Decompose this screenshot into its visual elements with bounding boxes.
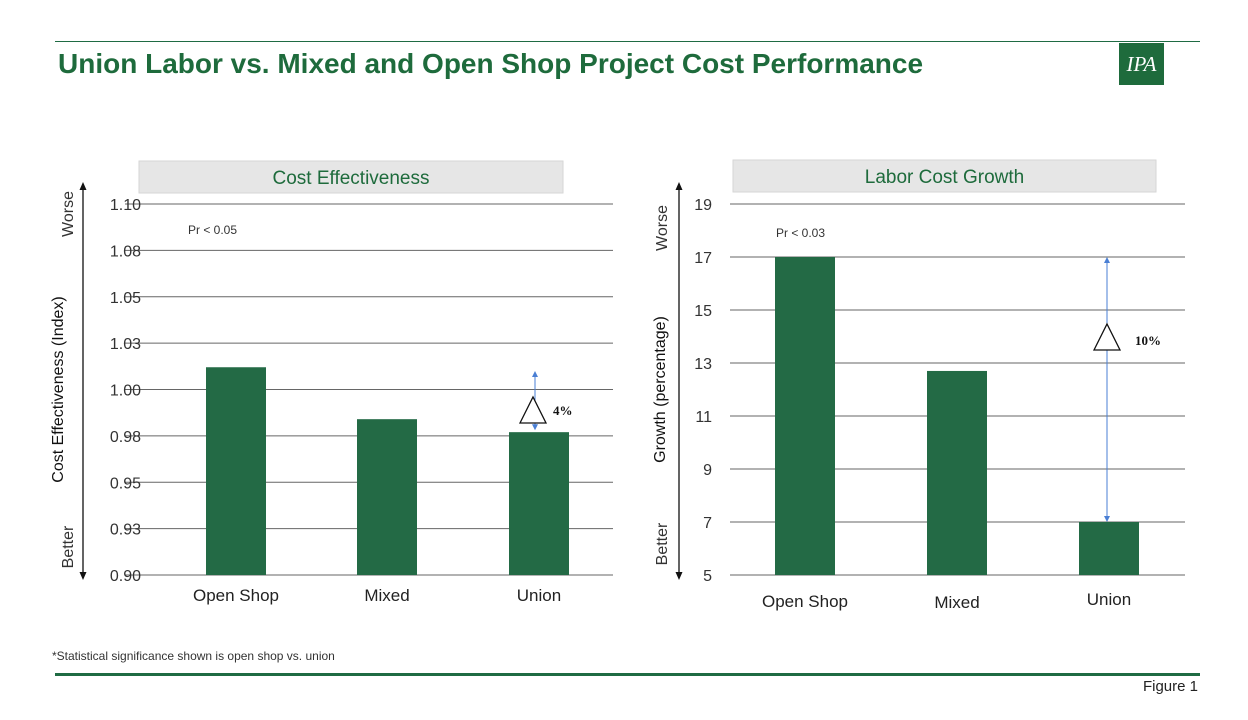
chart1-better-label: Better — [60, 525, 77, 568]
chart1-axis-arrow-down — [79, 572, 87, 580]
footnote: *Statistical significance shown is open … — [52, 649, 335, 663]
bottom-rule — [55, 673, 1200, 676]
chart1-delta-arrow-head-bottom — [532, 424, 538, 431]
chart2-worse-label: Worse — [654, 205, 671, 251]
chart2-y-tick-label: 15 — [694, 303, 712, 320]
chart1-category-label: Open Shop — [193, 586, 279, 605]
chart2-y-tick-label: 13 — [694, 356, 712, 373]
chart1-y-tick-label: 1.00 — [110, 383, 141, 400]
chart1-y-tick-label: 0.93 — [110, 522, 141, 539]
chart1-y-tick-label: 1.03 — [110, 336, 141, 353]
chart2-y-tick-label: 19 — [694, 197, 712, 214]
ipa-logo: IPA — [1119, 43, 1164, 85]
chart2-axis-arrow-up — [675, 182, 683, 190]
chart1-y-tick-label: 1.08 — [110, 243, 141, 260]
chart1-y-tick-label: 0.98 — [110, 429, 141, 446]
chart1-delta-arrow-head-top — [532, 370, 538, 377]
chart2-delta-label: 10% — [1135, 333, 1161, 348]
chart2-category-label: Open Shop — [762, 592, 848, 611]
chart2-category-label: Union — [1087, 590, 1131, 609]
chart2-y-tick-label: 9 — [703, 462, 712, 479]
chart2-delta-arrow-head-top — [1104, 257, 1110, 263]
chart1-bar — [509, 432, 569, 575]
chart2-delta-arrow-head-bottom — [1104, 516, 1110, 522]
chart1-category-label: Mixed — [364, 586, 409, 605]
chart1-y-tick-label: 0.90 — [110, 568, 141, 585]
chart1-delta-label: 4% — [553, 403, 573, 418]
chart1-y-axis-title: Cost Effectiveness (Index) — [50, 296, 67, 482]
chart2-y-tick-label: 11 — [695, 409, 712, 426]
chart1-significance-label: Pr < 0.05 — [188, 223, 237, 237]
chart1-worse-label: Worse — [60, 191, 77, 237]
figure-label: Figure 1 — [1142, 678, 1198, 695]
chart2-y-axis-title: Growth (percentage) — [652, 316, 669, 463]
chart2-bar — [927, 370, 987, 575]
chart1-y-tick-label: 1.10 — [110, 197, 141, 214]
chart1-axis-arrow-up — [79, 182, 87, 190]
chart2-y-tick-label: 17 — [694, 250, 712, 267]
chart1-category-label: Union — [517, 586, 561, 605]
chart2-significance-label: Pr < 0.03 — [776, 226, 825, 240]
chart2-better-label: Better — [654, 522, 671, 565]
chart1-title-panel — [138, 160, 564, 194]
chart2-delta-triangle-icon — [1092, 322, 1122, 351]
chart1-bar — [357, 419, 417, 575]
page-title: Union Labor vs. Mixed and Open Shop Proj… — [58, 48, 924, 79]
chart2-bar — [1079, 522, 1139, 575]
chart2-category-label: Mixed — [934, 593, 979, 612]
chart2-y-tick-label: 5 — [703, 568, 712, 585]
chart1-title: Cost Effectiveness — [272, 168, 429, 189]
chart2-title: Labor Cost Growth — [865, 167, 1024, 188]
chart1-y-tick-label: 1.05 — [110, 290, 141, 307]
chart2-title-panel — [732, 159, 1157, 193]
top-rule — [55, 41, 1200, 42]
chart2-bar — [775, 257, 835, 575]
chart1-delta-triangle-icon — [518, 395, 548, 424]
chart1-bar — [206, 367, 266, 575]
chart2-axis-arrow-down — [675, 572, 683, 580]
chart1-y-tick-label: 0.95 — [110, 475, 141, 492]
chart2-y-tick-label: 7 — [703, 515, 712, 532]
